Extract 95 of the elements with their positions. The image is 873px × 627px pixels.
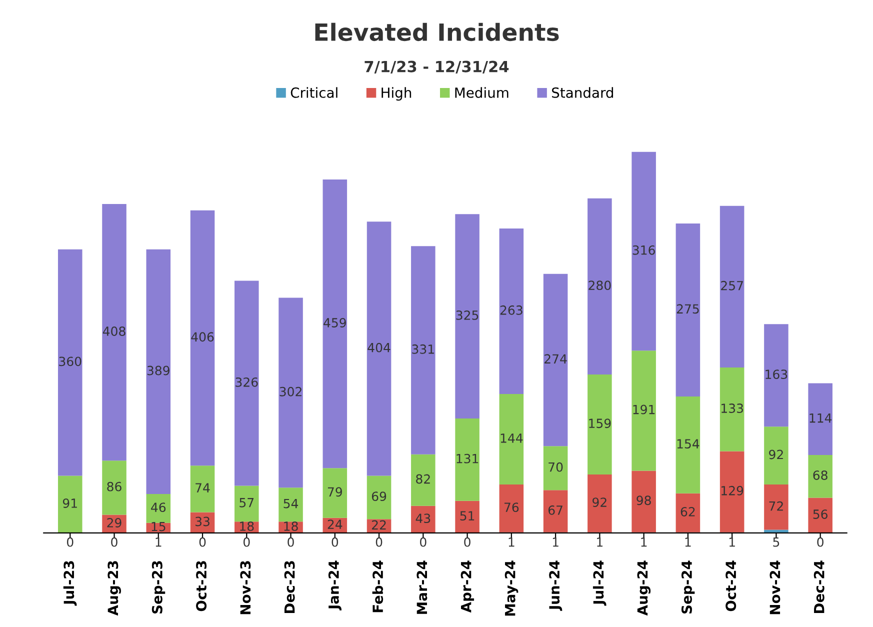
legend-label: High (382, 87, 412, 101)
x-tick-label: Dec-23 (284, 561, 295, 614)
data-label: 0 (332, 537, 338, 547)
chart-subtitle: 7/1/23 - 12/31/24 (364, 60, 509, 74)
legend-label: Medium (455, 87, 508, 98)
data-label: 86 (107, 482, 122, 492)
data-label: 274 (544, 354, 567, 364)
data-label: 0 (420, 537, 426, 547)
data-label: 91 (62, 498, 77, 508)
data-label: 92 (769, 450, 783, 460)
data-label: 1 (508, 538, 514, 547)
x-tick-label: Oct-23 (196, 561, 207, 612)
data-label: 79 (328, 487, 342, 497)
data-label: 326 (236, 377, 258, 387)
data-label: 92 (592, 498, 606, 508)
x-tick-label: Apr-24 (460, 560, 474, 613)
data-label: 15 (152, 522, 166, 532)
data-label: 18 (284, 521, 298, 531)
x-tick-label: Nov-23 (240, 561, 251, 614)
data-label: 0 (288, 537, 294, 547)
data-label: 68 (813, 470, 828, 480)
data-label: 46 (151, 502, 166, 512)
data-label: 1 (641, 538, 647, 547)
data-label: 98 (636, 496, 651, 506)
x-tick-label: May-24 (504, 560, 518, 616)
data-label: 0 (376, 537, 382, 547)
data-label: 275 (676, 304, 699, 314)
data-label: 76 (504, 502, 519, 512)
data-label: 62 (680, 506, 695, 516)
data-label: 1 (729, 538, 735, 547)
data-label: 406 (191, 332, 214, 342)
data-label: 67 (548, 505, 562, 515)
data-label: 74 (196, 483, 210, 492)
x-tick-label: Feb-24 (372, 560, 384, 612)
data-label: 408 (102, 326, 126, 336)
data-label: 18 (240, 521, 254, 531)
data-label: 191 (633, 404, 655, 414)
data-label: 257 (721, 280, 743, 290)
data-label: 316 (632, 245, 655, 255)
data-label: 54 (284, 498, 298, 508)
data-label: 33 (196, 516, 210, 526)
data-label: 0 (817, 537, 824, 547)
data-label: 70 (548, 462, 563, 472)
data-label: 404 (368, 342, 390, 352)
data-label: 263 (500, 305, 522, 315)
data-label: 0 (464, 537, 470, 547)
data-label: 325 (456, 310, 478, 320)
x-tick-label: Jul-24 (592, 560, 606, 606)
data-label: 1 (156, 538, 162, 547)
data-label: 0 (111, 537, 118, 547)
data-label: 56 (813, 510, 828, 519)
data-label: 1 (552, 538, 558, 547)
data-label: 131 (456, 454, 478, 464)
data-label: 51 (460, 511, 474, 521)
x-tick-label: Mar-24 (416, 560, 428, 614)
data-label: 29 (107, 518, 122, 528)
data-label: 1 (597, 538, 603, 547)
legend-label: Standard (552, 87, 614, 98)
data-label: 159 (589, 418, 611, 428)
x-tick-label: Jun-24 (549, 560, 562, 611)
data-label: 133 (722, 404, 743, 413)
data-label: 360 (59, 356, 82, 366)
data-label: 302 (280, 386, 302, 396)
data-label: 0 (66, 537, 74, 547)
data-label: 389 (147, 366, 170, 376)
data-label: 22 (372, 520, 386, 530)
data-label: 129 (722, 486, 744, 496)
data-label: 280 (588, 280, 611, 290)
data-label: 459 (324, 318, 346, 328)
data-label: 114 (810, 413, 832, 423)
x-tick-label: Nov-24 (770, 560, 780, 614)
data-label: 24 (328, 520, 342, 529)
chart-title: Elevated Incidents (315, 22, 559, 42)
data-label: 57 (240, 498, 254, 508)
x-tick-label: Dec-24 (814, 560, 824, 614)
data-label: 1 (685, 538, 691, 547)
data-label: 163 (766, 370, 788, 380)
x-tick-label: Aug-23 (108, 561, 121, 616)
x-tick-label: Sep-24 (681, 560, 695, 614)
x-tick-label: Aug-24 (637, 560, 651, 616)
x-tick-label: Oct-24 (726, 560, 736, 612)
data-label: 144 (500, 434, 523, 443)
data-label: 69 (372, 492, 386, 502)
data-label: 0 (243, 537, 250, 547)
data-label: 0 (199, 537, 206, 547)
x-tick-label: Sep-23 (152, 561, 166, 614)
x-tick-label: Jul-23 (63, 561, 77, 606)
data-label: 331 (412, 344, 434, 354)
data-label: 72 (769, 501, 783, 511)
data-label: 154 (677, 439, 700, 449)
data-label: 5 (773, 538, 780, 547)
x-tick-label: Jan-24 (328, 560, 342, 610)
data-label: 43 (416, 514, 430, 524)
data-label: 82 (416, 474, 430, 484)
legend-label: Critical (290, 87, 338, 98)
